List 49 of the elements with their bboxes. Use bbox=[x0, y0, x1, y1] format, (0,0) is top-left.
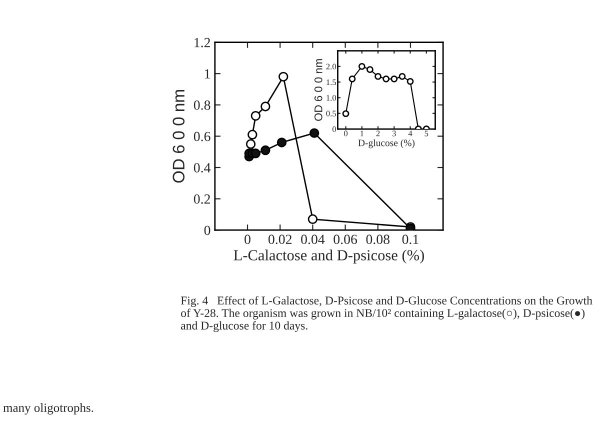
y-tick-label: 0 bbox=[204, 226, 210, 236]
point bbox=[382, 75, 390, 82]
text: many oligotrophs. bbox=[3, 403, 94, 415]
y-tick-label: 2.0 bbox=[326, 64, 336, 70]
y-tick-label: 0.2 bbox=[194, 194, 210, 204]
x-tick-label: 5 bbox=[424, 130, 428, 136]
point bbox=[260, 102, 270, 112]
x-tick-label: 2 bbox=[376, 130, 380, 136]
y-axis-title: OD 6 0 0 nm bbox=[172, 90, 185, 183]
point bbox=[390, 75, 398, 82]
point bbox=[358, 62, 366, 70]
x-tick-label: 0.04 bbox=[301, 234, 325, 244]
y-axis-title: OD 6 0 0 nm bbox=[314, 59, 322, 121]
point bbox=[342, 110, 350, 118]
x-tick-label: 0.02 bbox=[268, 234, 292, 244]
x-tick-label: 3 bbox=[392, 130, 396, 136]
point bbox=[250, 111, 261, 121]
y-tick-label: 1.0 bbox=[326, 95, 336, 101]
x-tick-label: 0.06 bbox=[334, 234, 358, 244]
point bbox=[309, 128, 320, 138]
x-axis-title: D-glucose (%) bbox=[358, 139, 415, 148]
y-tick-label: 0 bbox=[332, 126, 336, 132]
x-tick-label: 1 bbox=[360, 130, 364, 136]
point bbox=[260, 145, 270, 156]
point bbox=[406, 78, 414, 85]
x-tick-label: 0.1 bbox=[402, 234, 418, 244]
y-tick-label: 1.2 bbox=[194, 38, 210, 48]
point bbox=[374, 72, 382, 80]
point bbox=[366, 66, 374, 74]
y-tick-label: 1.5 bbox=[326, 79, 336, 86]
point bbox=[276, 138, 287, 148]
point bbox=[278, 72, 288, 82]
x-tick-label: 0 bbox=[344, 130, 348, 136]
x-axis-title: L-Calactose and D-psicose (%) bbox=[234, 250, 424, 264]
point bbox=[308, 214, 318, 224]
y-tick-label: 0.8 bbox=[194, 100, 210, 110]
point bbox=[248, 130, 258, 140]
y-tick-label: 0.5 bbox=[326, 110, 336, 116]
x-tick-label: 0 bbox=[244, 234, 250, 244]
point bbox=[348, 75, 356, 82]
y-tick-label: 1 bbox=[205, 69, 210, 78]
y-tick-label: 0.6 bbox=[194, 132, 210, 142]
point bbox=[398, 72, 406, 80]
y-tick-label: 0.4 bbox=[194, 163, 211, 173]
x-tick-label: 4 bbox=[408, 130, 412, 136]
x-tick-label: 0.08 bbox=[366, 234, 390, 244]
point bbox=[250, 148, 261, 158]
caption: Fig. 4 Effect of L-Galactose, D-Psicose and D-Glucose Concentrations on the Growth of Y-28. The organism was grown in NB/10² containing L-galactose(○), D-psicose(●) and D-glucose for 10 days. bbox=[180, 296, 592, 332]
point bbox=[246, 139, 256, 149]
